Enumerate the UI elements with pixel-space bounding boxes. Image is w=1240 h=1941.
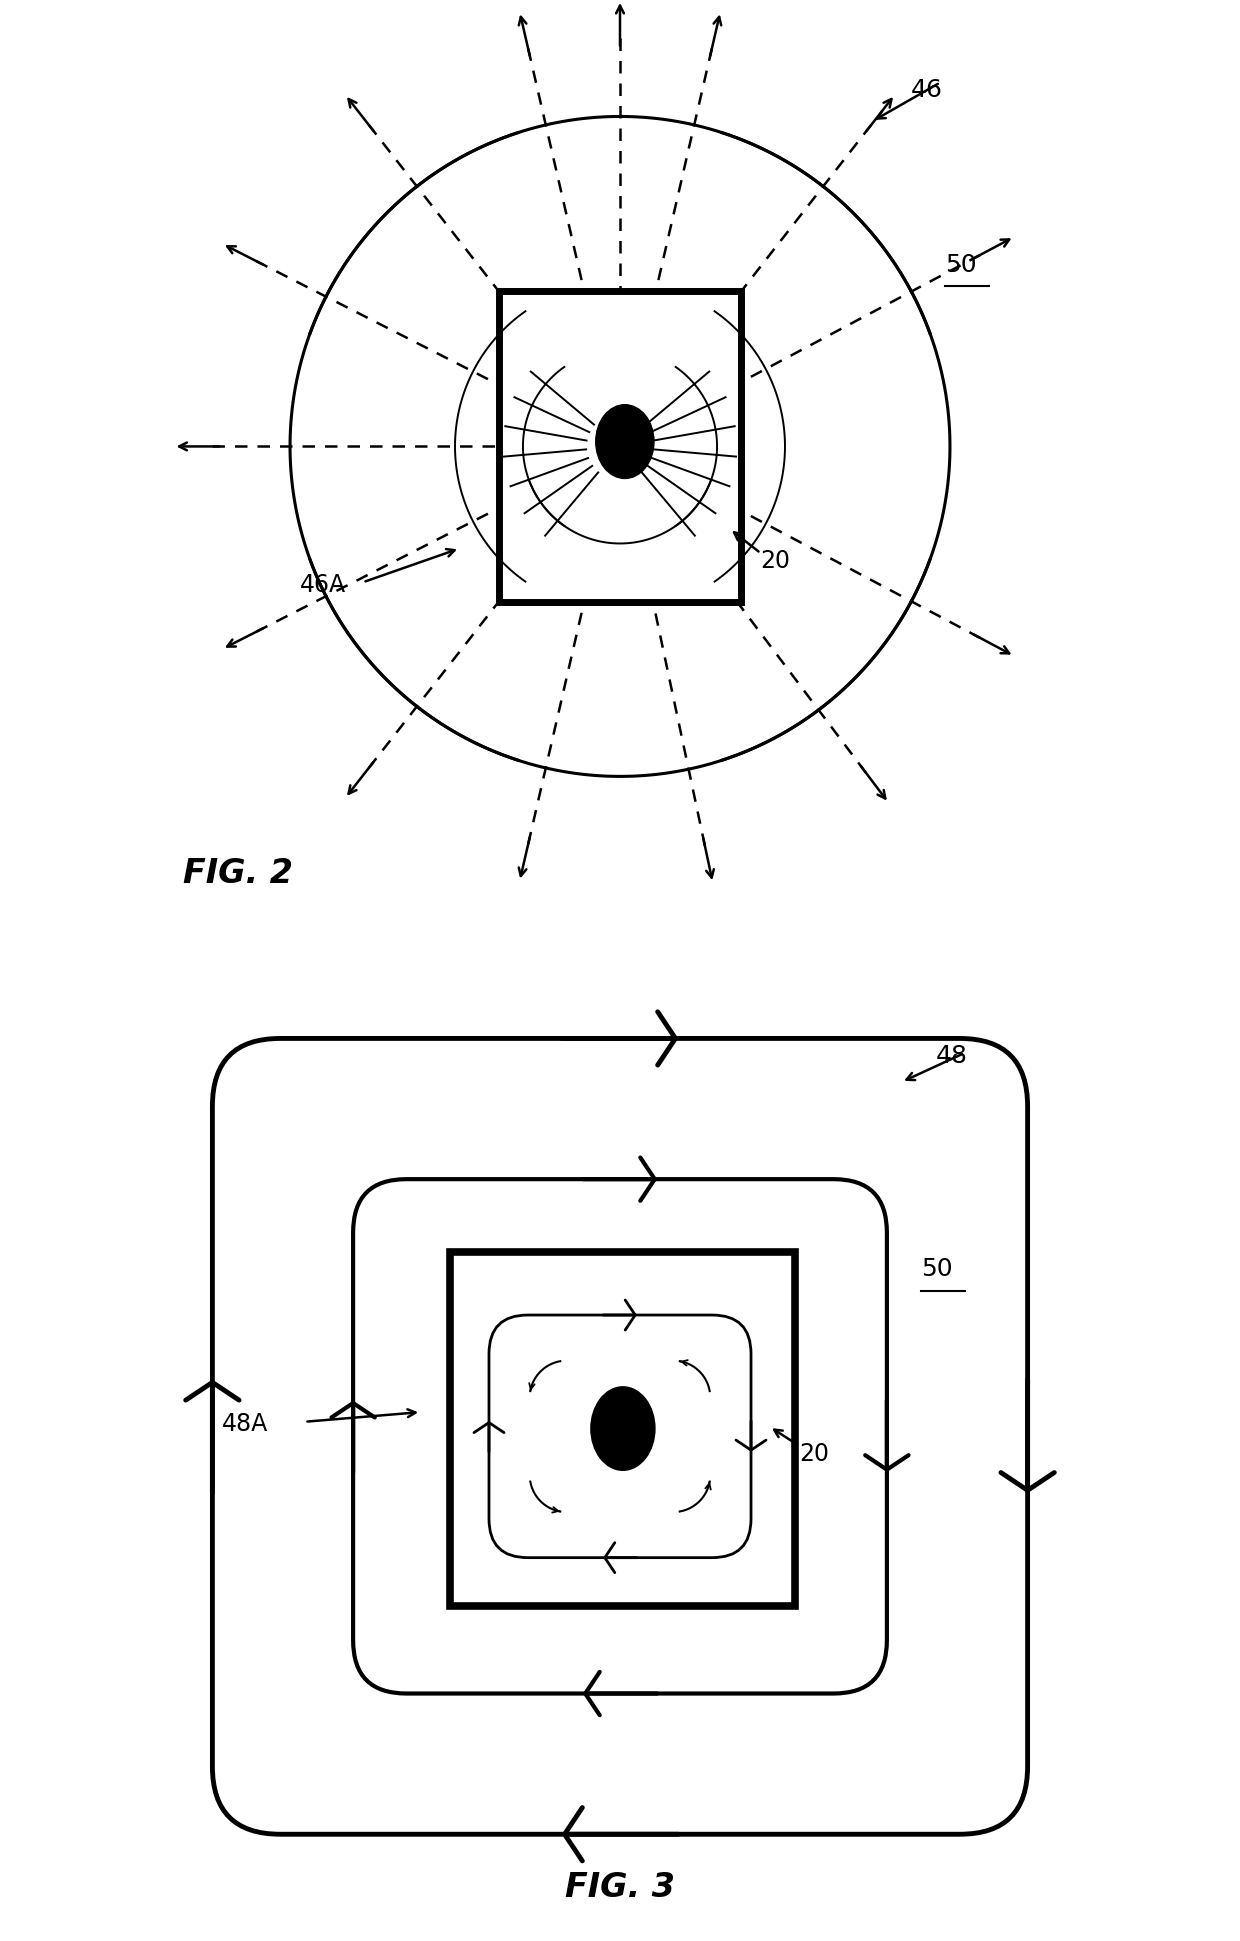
Text: 46A: 46A bbox=[300, 573, 346, 598]
Text: 48A: 48A bbox=[222, 1413, 268, 1436]
Text: 20: 20 bbox=[800, 1442, 830, 1465]
Text: 50: 50 bbox=[945, 252, 977, 278]
Text: FIG. 2: FIG. 2 bbox=[184, 858, 294, 891]
Text: FIG. 3: FIG. 3 bbox=[565, 1871, 675, 1904]
Bar bbox=[498, 291, 742, 602]
Text: 50: 50 bbox=[921, 1258, 952, 1281]
Text: 20: 20 bbox=[760, 549, 791, 573]
Ellipse shape bbox=[595, 404, 653, 477]
Text: 46: 46 bbox=[911, 78, 944, 103]
Bar bbox=[450, 1252, 795, 1607]
Ellipse shape bbox=[591, 1386, 655, 1471]
Text: 48: 48 bbox=[935, 1044, 967, 1068]
